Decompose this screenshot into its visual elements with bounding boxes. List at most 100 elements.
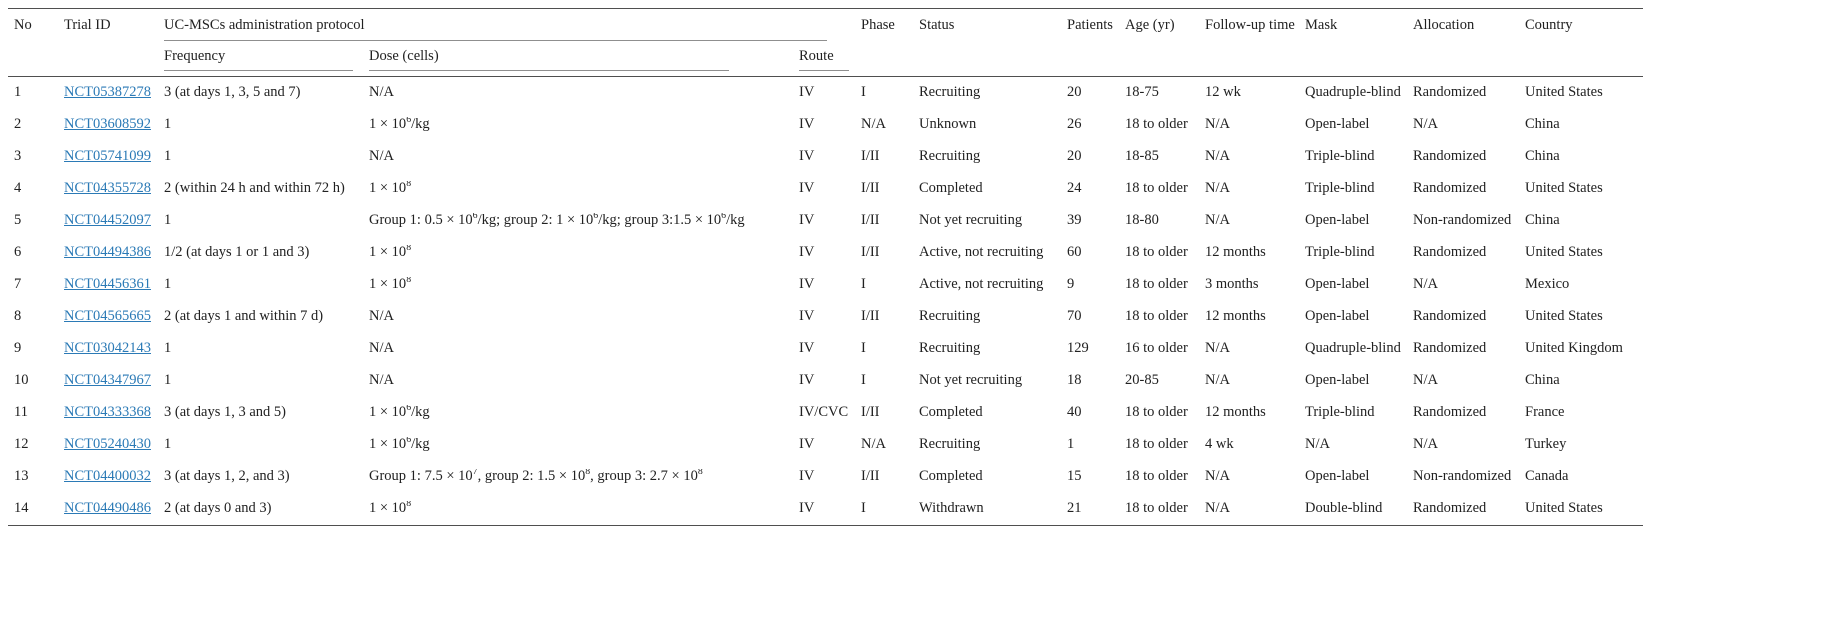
followup-cell: 3 months <box>1205 276 1259 292</box>
col-header-dose: Dose (cells) <box>369 41 799 77</box>
phase-cell: I <box>861 340 866 356</box>
text-part: 1 × 10 <box>369 501 407 516</box>
trial-id-link[interactable]: NCT04333368 <box>64 404 151 420</box>
text-part: , group 3: 2.7 × 10 <box>590 469 698 484</box>
patients-cell: 20 <box>1067 84 1082 100</box>
col-header-status: Status <box>919 8 1067 77</box>
superscript: 6 <box>406 405 412 414</box>
trial-id-link[interactable]: NCT04355728 <box>64 180 151 196</box>
route-cell: IV <box>799 493 861 526</box>
phase-cell: I <box>861 276 866 292</box>
mask-cell: Open-label <box>1305 116 1370 132</box>
col-header-route: Route <box>799 41 861 77</box>
patients-cell: 60 <box>1067 244 1082 260</box>
table-row: 8 NCT04565665 2 (at days 1 and within 7 … <box>8 301 1643 333</box>
text-part: 1 × 10 <box>369 405 407 420</box>
trial-id-cell: NCT04494386 <box>64 237 164 269</box>
age-cell: 18-85 <box>1125 148 1159 164</box>
age-cell: 18 to older <box>1125 404 1188 420</box>
trial-id-link[interactable]: NCT05240430 <box>64 436 151 452</box>
allocation-cell: Randomized <box>1413 84 1487 100</box>
status-cell: Not yet recruiting <box>919 372 1023 388</box>
no-cell: 5 <box>14 212 22 228</box>
no-cell: 9 <box>14 340 22 356</box>
age-cell: 18 to older <box>1125 468 1188 484</box>
text-part: Group 1: 7.5 × 10 <box>369 469 473 484</box>
trial-id-link[interactable]: NCT04494386 <box>64 244 151 260</box>
route-cell: IV <box>799 148 815 164</box>
country-cell: United States <box>1525 308 1603 324</box>
no-cell: 13 <box>14 468 29 484</box>
trial-id-cell: NCT04333368 <box>64 397 164 429</box>
status-cell: Completed <box>919 404 983 420</box>
status-cell: Active, not recruiting <box>919 244 1044 260</box>
frequency-cell: 1 <box>164 277 172 292</box>
followup-cell: N/A <box>1205 180 1230 196</box>
allocation-cell: Randomized <box>1413 493 1525 526</box>
mask-cell: Triple-blind <box>1305 148 1375 164</box>
country-cell: United Kingdom <box>1525 340 1623 356</box>
trial-id-link[interactable]: NCT04452097 <box>64 212 151 228</box>
route-cell: IV <box>799 340 815 356</box>
route-cell: IV <box>799 244 815 260</box>
route-cell: IV <box>799 372 815 388</box>
no-cell: 8 <box>14 308 22 324</box>
followup-cell: N/A <box>1205 468 1230 484</box>
col-header-phase: Phase <box>861 8 919 77</box>
phase-cell: I/II <box>861 404 880 420</box>
phase-cell: I/II <box>861 148 880 164</box>
trial-id-link[interactable]: NCT03042143 <box>64 340 151 356</box>
text-part: 1 × 10 <box>369 245 407 260</box>
frequency-cell: 1 <box>164 117 172 132</box>
allocation-cell: N/A <box>1413 116 1438 132</box>
dose-cell: 1 × 106/kg <box>369 109 799 141</box>
trial-id-link[interactable]: NCT04490486 <box>64 500 151 516</box>
age-cell: 18-75 <box>1125 84 1159 100</box>
superscript: 6 <box>406 437 412 446</box>
frequency-cell: 2 (at days 0 and 3) <box>164 493 369 526</box>
trial-id-link[interactable]: NCT05387278 <box>64 84 151 100</box>
no-cell: 10 <box>14 372 29 388</box>
col-header-country: Country <box>1525 8 1643 77</box>
table-row: 11 NCT04333368 3 (at days 1, 3 and 5) 1 … <box>8 397 1643 429</box>
text-part: 1 × 10 <box>369 437 407 452</box>
trial-id-cell: NCT05741099 <box>64 141 164 173</box>
trial-id-link[interactable]: NCT04456361 <box>64 276 151 292</box>
dose-cell: 1 × 108 <box>369 237 799 269</box>
followup-cell: 4 wk <box>1205 436 1234 452</box>
col-header-followup: Follow-up time <box>1205 8 1305 77</box>
frequency-cell: 1 <box>164 149 172 164</box>
text-part: /kg; group 3:1.5 × 10 <box>598 213 722 228</box>
header-row-2: Frequency Dose (cells) Route <box>8 41 1643 77</box>
trial-id-cell: NCT04565665 <box>64 301 164 333</box>
trial-id-link[interactable]: NCT03608592 <box>64 116 151 132</box>
age-cell: 18 to older <box>1125 308 1188 324</box>
allocation-cell: N/A <box>1413 276 1438 292</box>
no-cell: 12 <box>14 436 29 452</box>
age-cell: 18 to older <box>1125 493 1205 526</box>
col-header-no: No <box>8 8 64 77</box>
followup-cell: N/A <box>1205 340 1230 356</box>
trial-id-link[interactable]: NCT04565665 <box>64 308 151 324</box>
patients-cell: 24 <box>1067 180 1082 196</box>
trial-id-link[interactable]: NCT04347967 <box>64 372 151 388</box>
table-row: 9 NCT03042143 1 N/A IV I Recruiting 129 … <box>8 333 1643 365</box>
followup-cell: 12 months <box>1205 308 1266 324</box>
frequency-cell: 2 (within 24 h and within 72 h) <box>164 181 345 196</box>
age-cell: 18 to older <box>1125 180 1188 196</box>
trial-id-link[interactable]: NCT04400032 <box>64 468 151 484</box>
text-part: N/A <box>369 309 394 324</box>
trial-id-link[interactable]: NCT05741099 <box>64 148 151 164</box>
no-cell: 6 <box>14 244 22 260</box>
phase-cell: I <box>861 84 866 100</box>
text-part: /kg <box>411 117 430 132</box>
patients-cell: 15 <box>1067 468 1082 484</box>
table-header: No Trial ID UC-MSCs administration proto… <box>8 8 1643 77</box>
followup-cell: N/A <box>1205 148 1230 164</box>
trial-id-cell: NCT05387278 <box>64 77 164 110</box>
patients-cell: 20 <box>1067 148 1082 164</box>
dose-cell: 1 × 108 <box>369 269 799 301</box>
age-cell: 16 to older <box>1125 340 1188 356</box>
country-cell: United States <box>1525 493 1643 526</box>
